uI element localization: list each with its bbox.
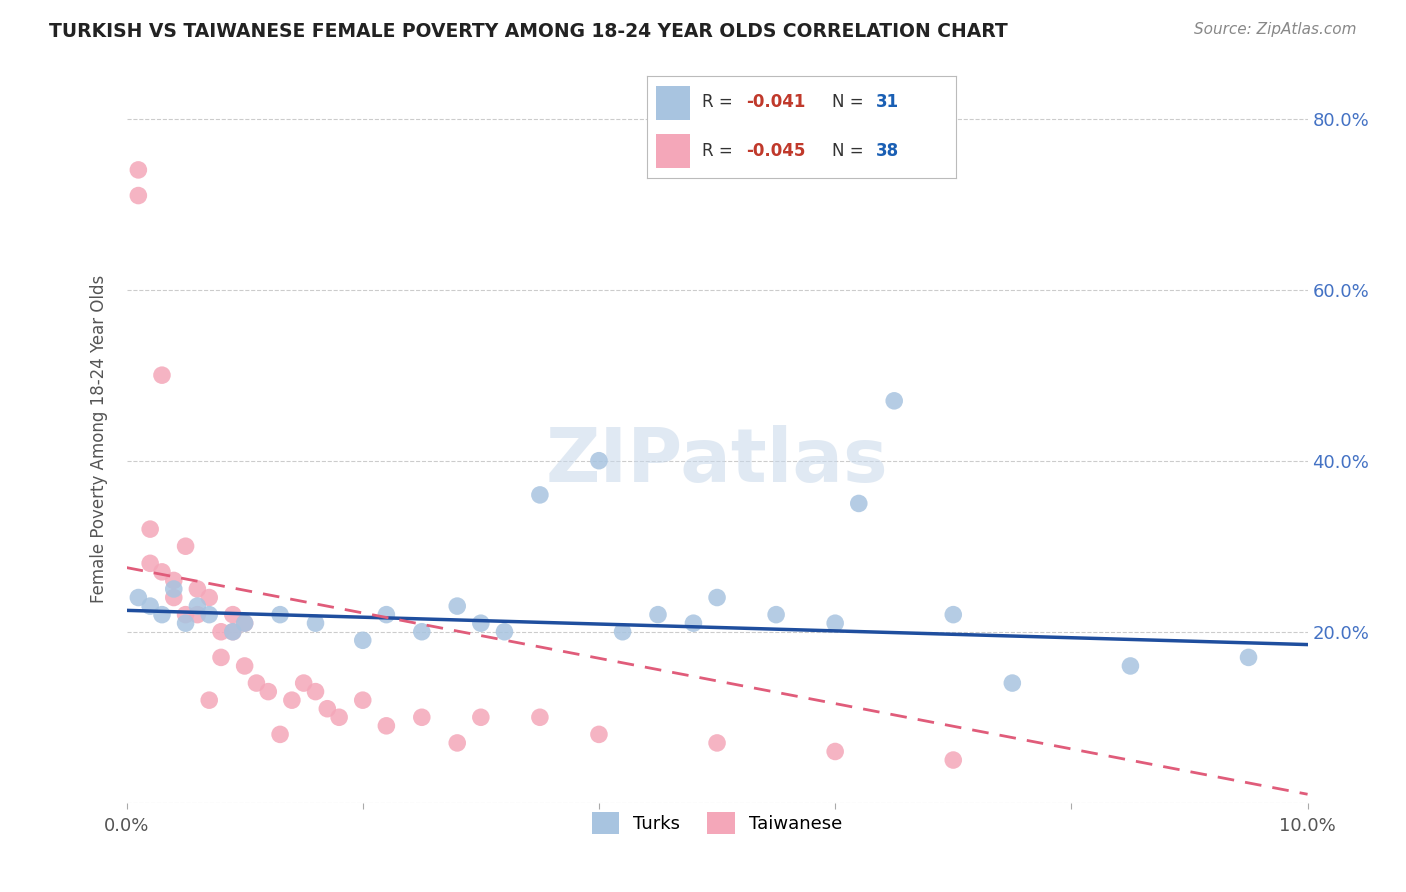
- Point: [1119, 659, 1142, 673]
- Point: [883, 393, 905, 408]
- Text: N =: N =: [832, 142, 869, 160]
- Point: [612, 624, 634, 639]
- Point: [588, 453, 610, 467]
- Point: [1237, 650, 1260, 665]
- Point: [292, 676, 315, 690]
- Point: [470, 616, 492, 631]
- Point: [222, 607, 245, 622]
- Point: [375, 607, 398, 622]
- Point: [824, 744, 846, 758]
- Point: [186, 582, 208, 596]
- Point: [494, 624, 516, 639]
- Point: [150, 607, 173, 622]
- Point: [163, 591, 186, 605]
- Point: [328, 710, 350, 724]
- Point: [765, 607, 787, 622]
- Point: [174, 607, 197, 622]
- Text: TURKISH VS TAIWANESE FEMALE POVERTY AMONG 18-24 YEAR OLDS CORRELATION CHART: TURKISH VS TAIWANESE FEMALE POVERTY AMON…: [49, 22, 1008, 41]
- Point: [233, 616, 256, 631]
- Point: [304, 616, 326, 631]
- Point: [139, 522, 162, 536]
- Point: [269, 727, 291, 741]
- Point: [411, 624, 433, 639]
- Point: [269, 607, 291, 622]
- Point: [588, 727, 610, 741]
- Point: [198, 693, 221, 707]
- Text: -0.045: -0.045: [745, 142, 806, 160]
- Point: [198, 591, 221, 605]
- Point: [529, 488, 551, 502]
- Point: [304, 684, 326, 698]
- Point: [682, 616, 704, 631]
- Point: [316, 702, 339, 716]
- Point: [706, 736, 728, 750]
- Point: [139, 599, 162, 613]
- Text: N =: N =: [832, 94, 869, 112]
- Point: [352, 633, 374, 648]
- Point: [706, 591, 728, 605]
- Text: -0.041: -0.041: [745, 94, 806, 112]
- FancyBboxPatch shape: [657, 87, 690, 120]
- Point: [942, 753, 965, 767]
- Point: [446, 736, 468, 750]
- Point: [446, 599, 468, 613]
- Point: [1001, 676, 1024, 690]
- Point: [470, 710, 492, 724]
- Point: [375, 719, 398, 733]
- Point: [233, 659, 256, 673]
- Point: [647, 607, 669, 622]
- Point: [163, 574, 186, 588]
- Point: [824, 616, 846, 631]
- Legend: Turks, Taiwanese: Turks, Taiwanese: [585, 805, 849, 841]
- FancyBboxPatch shape: [657, 135, 690, 168]
- Point: [186, 607, 208, 622]
- Point: [209, 624, 232, 639]
- Point: [150, 565, 173, 579]
- Text: 31: 31: [876, 94, 898, 112]
- Text: Source: ZipAtlas.com: Source: ZipAtlas.com: [1194, 22, 1357, 37]
- Point: [233, 616, 256, 631]
- Point: [127, 162, 149, 177]
- Point: [209, 650, 232, 665]
- Point: [127, 188, 149, 202]
- Point: [411, 710, 433, 724]
- Point: [222, 624, 245, 639]
- Point: [127, 591, 149, 605]
- Point: [186, 599, 208, 613]
- Point: [529, 710, 551, 724]
- Point: [848, 496, 870, 510]
- Point: [352, 693, 374, 707]
- Point: [163, 582, 186, 596]
- Point: [150, 368, 173, 383]
- Point: [281, 693, 304, 707]
- Point: [245, 676, 267, 690]
- Point: [174, 616, 197, 631]
- Point: [174, 539, 197, 553]
- Y-axis label: Female Poverty Among 18-24 Year Olds: Female Poverty Among 18-24 Year Olds: [90, 276, 108, 603]
- Point: [198, 607, 221, 622]
- Text: R =: R =: [703, 94, 738, 112]
- Text: R =: R =: [703, 142, 738, 160]
- Point: [942, 607, 965, 622]
- Point: [139, 557, 162, 571]
- Point: [222, 624, 245, 639]
- Point: [257, 684, 280, 698]
- Text: 38: 38: [876, 142, 898, 160]
- Text: ZIPatlas: ZIPatlas: [546, 425, 889, 498]
